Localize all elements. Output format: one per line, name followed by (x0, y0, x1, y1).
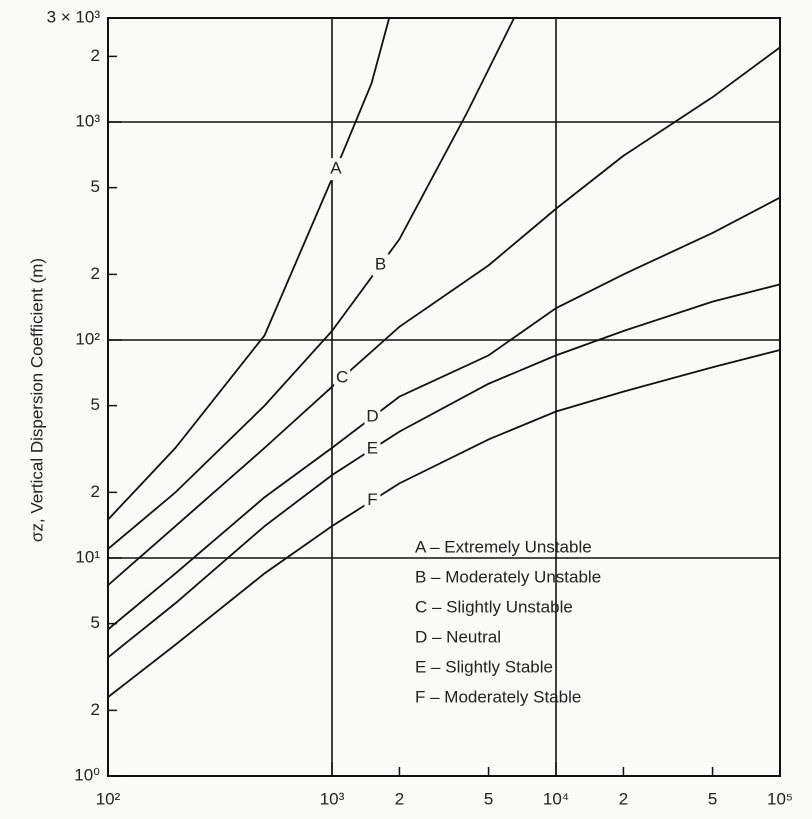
curve-label: E (367, 438, 378, 457)
curve (107, 17, 515, 550)
legend-entry: A – Extremely Unstable (415, 537, 592, 556)
curve-label: B (375, 254, 386, 273)
y-tick-label: 5 (91, 395, 100, 414)
curve (107, 349, 781, 698)
curve-label: C (336, 367, 348, 386)
x-tick-label: 10⁵ (767, 789, 793, 808)
y-tick-label: 10³ (75, 111, 100, 130)
x-tick-label: 5 (708, 789, 717, 808)
curve-label: F (367, 490, 377, 509)
y-tick-label: 10¹ (75, 547, 100, 566)
x-tick-label: 2 (395, 789, 404, 808)
x-tick-label: 10⁴ (543, 789, 569, 808)
y-tick-label: 5 (91, 613, 100, 632)
y-tick-label: 5 (91, 177, 100, 196)
y-tick-label: 2 (91, 700, 100, 719)
legend-entry: F – Moderately Stable (415, 687, 581, 706)
x-tick-label: 10³ (320, 789, 345, 808)
y-axis-label: σz, Vertical Dispersion Coefficient (m) (27, 258, 46, 542)
curve-label-bg (364, 489, 381, 512)
curve (107, 283, 781, 659)
y-tick-label: 3 × 10³ (47, 7, 101, 26)
curve-label: A (330, 159, 342, 178)
x-tick-label: 10² (96, 789, 121, 808)
curve-label-bg (334, 366, 351, 389)
curve-label: D (366, 407, 378, 426)
curve-label-bg (372, 253, 389, 276)
plot-frame (107, 17, 781, 777)
y-tick-label: 10⁰ (74, 765, 100, 784)
legend-entry: C – Slightly Unstable (415, 597, 573, 616)
legend-entry: E – Slightly Stable (415, 657, 553, 676)
legend-entry: D – Neutral (415, 627, 501, 646)
curve (107, 46, 781, 586)
curve (107, 196, 781, 631)
curve-label-bg (327, 158, 344, 181)
y-tick-label: 2 (91, 46, 100, 65)
x-tick-label: 2 (619, 789, 628, 808)
curve-label-bg (364, 406, 381, 429)
x-tick-label: 5 (484, 789, 493, 808)
y-tick-label: 2 (91, 482, 100, 501)
legend-entry: B – Moderately Unstable (415, 567, 601, 586)
curve (107, 17, 391, 521)
y-tick-label: 10² (75, 329, 100, 348)
curve-label-bg (364, 438, 381, 461)
y-tick-label: 2 (91, 264, 100, 283)
